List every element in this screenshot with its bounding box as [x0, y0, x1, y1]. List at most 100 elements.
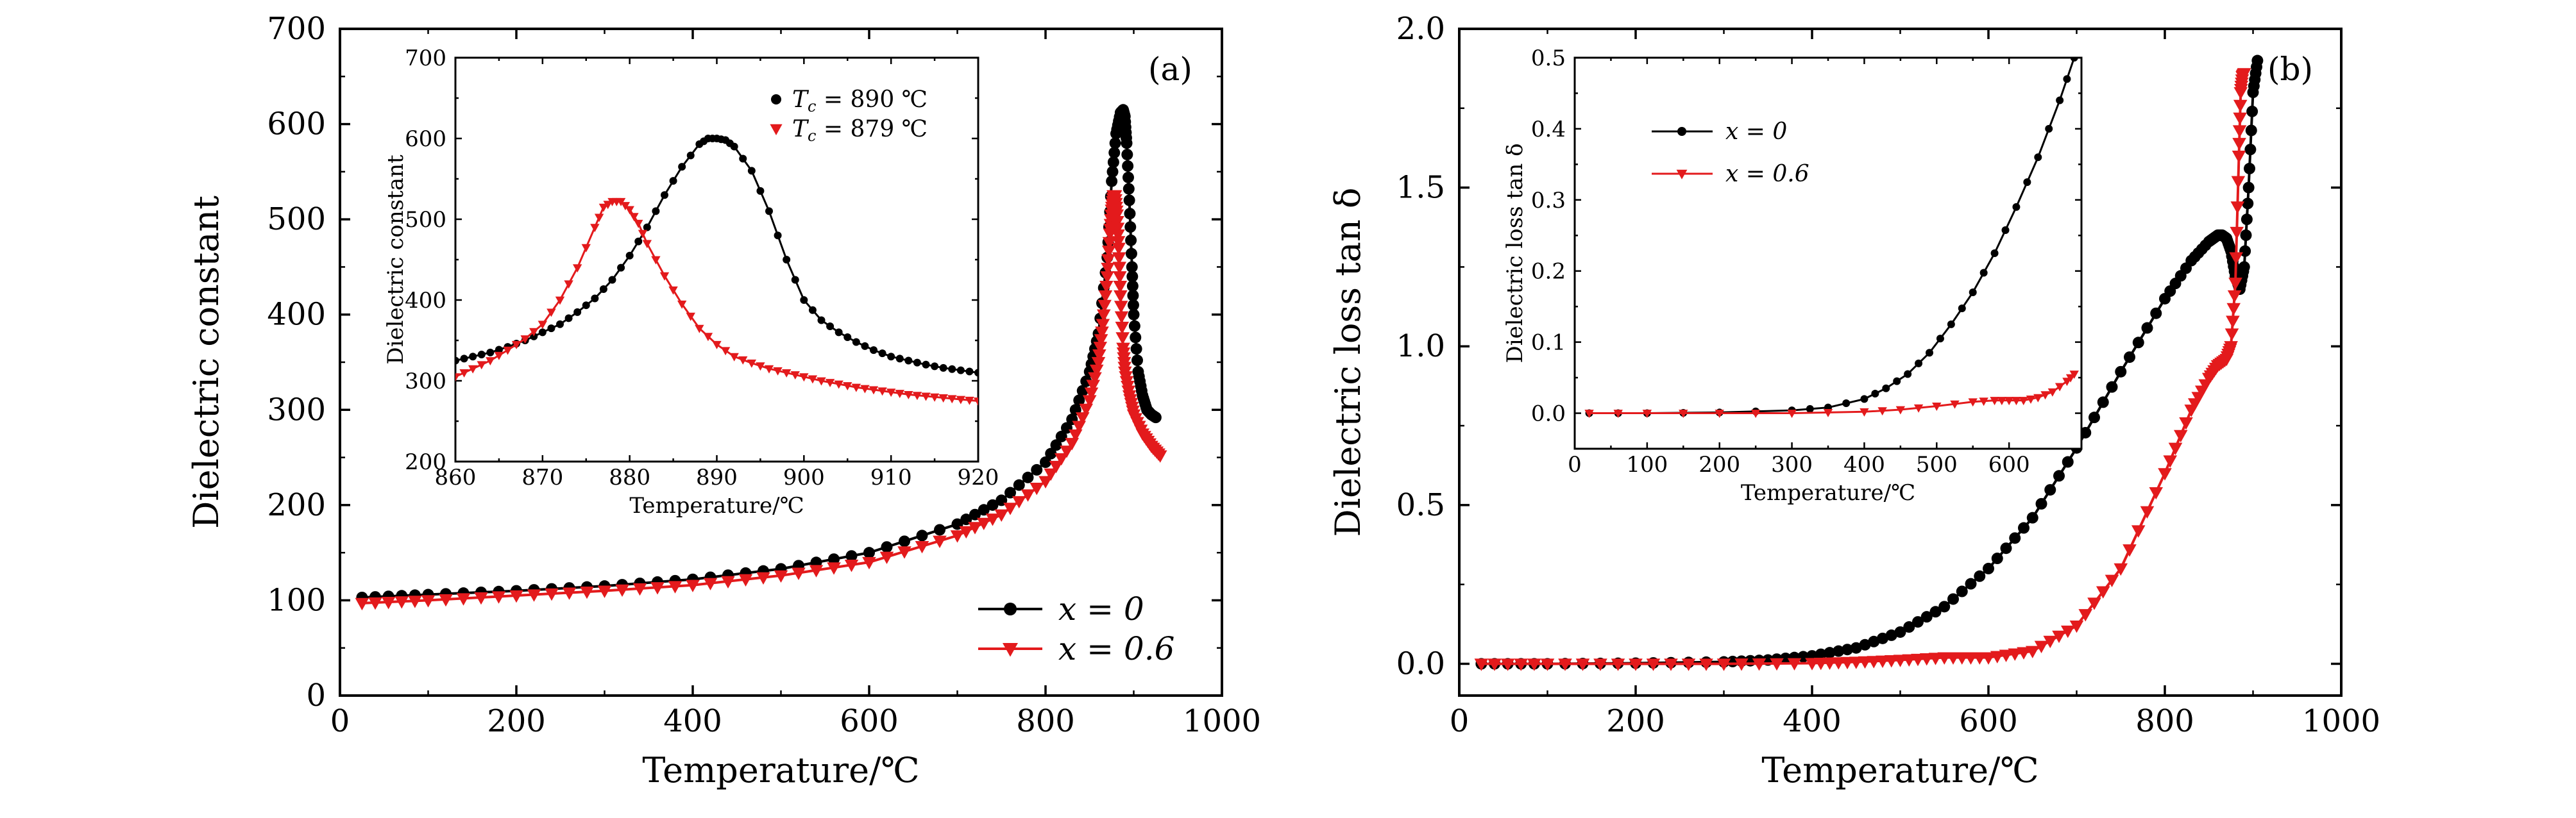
a-inset-x06-point-interp	[477, 361, 486, 370]
a-inset-x06-point	[973, 397, 978, 406]
b-main-x06-point-interp	[2230, 226, 2244, 240]
a-main-x06-point-interp	[439, 594, 453, 607]
b-main-x06-point-interp	[1911, 653, 1925, 667]
a-inset-x06-point	[729, 353, 739, 362]
b-main-x0-point-interp	[1929, 606, 1942, 618]
a-inset-x0-point	[643, 223, 651, 231]
a-inset-x0-point	[835, 328, 843, 337]
a-inset-ytick-label: 200	[405, 449, 446, 475]
b-inset-x0-point-interp	[1842, 399, 1851, 408]
b-main-x06-point-interp	[1770, 658, 1784, 671]
a-inset-x06-point-interp	[581, 244, 591, 253]
a-main-x06-point	[421, 595, 436, 608]
b-inset-ytick-label: 0.0	[1531, 401, 1566, 427]
b-inset-xtick-label: 200	[1699, 452, 1740, 478]
b-main-x06-point-interp	[2034, 640, 2049, 653]
b-inset-x0-point-interp	[2023, 178, 2031, 187]
b-main-x06-point-interp	[2052, 630, 2066, 644]
a-main-x0-point-interp	[1073, 394, 1085, 406]
a-inset-x06-point	[695, 324, 704, 333]
a-inset-xtick-label: 900	[783, 465, 825, 490]
a-inset-ytick-label: 500	[405, 207, 446, 233]
b-main-x06-point	[2069, 620, 2084, 633]
a-inset-x0-point	[486, 348, 495, 356]
a-main-x06-point-interp	[879, 551, 894, 564]
a-main-x06-point	[1114, 290, 1128, 303]
b-inset-x0-point	[2012, 203, 2021, 211]
b-main-x0-point-interp	[2035, 497, 2047, 510]
a-main-x06-point	[686, 580, 700, 592]
a-inset-x0-point-interp	[826, 322, 835, 330]
a-main-xtick-label: 1000	[1183, 703, 1261, 739]
a-main-x06-point-interp	[1021, 489, 1035, 502]
a-main-x0-point-interp	[1123, 183, 1135, 195]
a-inset-x06-point-interp	[965, 396, 974, 405]
b-main-x0-point-interp	[2242, 197, 2254, 210]
b-main-x0-point-interp	[1974, 570, 1986, 582]
a-main-x0-point-interp	[1013, 479, 1025, 491]
a-inset-x0-point	[747, 167, 756, 175]
a-main-x06-point	[862, 556, 876, 570]
a-main-xtick-label: 800	[1016, 703, 1075, 739]
a-main-x06-point-interp	[1098, 290, 1113, 303]
b-main-x06-point-interp	[2168, 442, 2183, 455]
a-inset-x0-point	[800, 296, 808, 304]
b-inset-x0-point	[1926, 349, 1933, 357]
b-main-x06-point-interp	[1999, 649, 2013, 662]
a-inset-x06-point	[747, 359, 757, 368]
a-inset-x06-point	[520, 335, 530, 344]
a-main-x06-point-interp	[1086, 380, 1101, 392]
a-inset-x06-point	[921, 392, 931, 401]
a-main-x06-point-interp	[580, 586, 594, 599]
b-inset-x06-point	[2004, 397, 2014, 406]
b-main-x06-point-interp	[1664, 658, 1678, 671]
a-main-x06-point-interp	[738, 574, 753, 587]
b-main-x0-point-interp	[2089, 412, 2100, 424]
a-inset-x06-point	[642, 240, 652, 249]
b-main-x06-point-interp	[1487, 658, 1502, 671]
a-main-x0-point-interp	[1130, 331, 1142, 344]
a-inset-x0-point-interp	[599, 285, 607, 293]
a-main-x06-point	[509, 590, 523, 603]
b-main-x06-point	[1805, 658, 1819, 671]
a-main-x0-point	[1121, 137, 1133, 149]
b-main-x0-point-interp	[2053, 470, 2065, 482]
a-main-x06-point-interp	[959, 526, 974, 539]
a-main-x06-point-interp	[1115, 332, 1130, 345]
b-main-x06-point-interp	[1840, 656, 1854, 670]
b-inset-x0-point-interp	[1936, 335, 1944, 343]
a-inset-x0-point-interp	[477, 351, 486, 359]
a-inset-x0-point	[538, 328, 547, 337]
a-main-x06-point-interp	[1060, 446, 1074, 458]
b-main-x06-point-interp	[1611, 658, 1625, 671]
b-main-x06-point-interp	[1681, 658, 1696, 671]
b-inset-legend-marker-x06	[1676, 169, 1688, 179]
a-inset-x06-point-interp	[738, 356, 748, 365]
a-inset-ytick-label: 300	[405, 369, 446, 394]
b-inset-ytick-label: 0.2	[1531, 259, 1566, 285]
b-main-x0-point	[1894, 626, 1906, 638]
b-inset-xtick-label: 500	[1916, 452, 1958, 478]
a-inset-legend-item-x0: Tc = 890 ℃	[771, 87, 928, 115]
a-main-legend-item-x0: x = 0	[978, 590, 1144, 628]
b-main-x06-point	[1629, 658, 1643, 671]
b-inset-xtick-label: 600	[1988, 452, 2030, 478]
b-main-ylabel: Dielectric loss tan δ	[1328, 188, 1368, 537]
a-main-x06-point-interp	[1097, 299, 1112, 313]
b-main-x0-point	[1938, 601, 1951, 613]
a-inset-x06-point	[625, 206, 634, 215]
a-main-x0-point-interp	[969, 508, 981, 521]
a-inset-x06-point-interp	[877, 387, 887, 396]
a-main-x06-point-interp	[562, 587, 577, 600]
b-inset-x06-point	[1990, 397, 1999, 406]
b-main-xtick-label: 1000	[2302, 703, 2380, 739]
b-main-x06-point-interp	[2233, 112, 2247, 125]
a-inset-x0-point-interp	[739, 154, 747, 163]
a-inset-x06-point	[938, 394, 948, 403]
b-inset-x06-point-interp	[2012, 397, 2021, 406]
a-inset-x06-point-interp	[686, 312, 695, 321]
a-inset-x0-point	[974, 369, 978, 377]
b-inset-x06-point-interp	[1997, 397, 2007, 406]
b-inset-x0-point	[2034, 153, 2042, 162]
